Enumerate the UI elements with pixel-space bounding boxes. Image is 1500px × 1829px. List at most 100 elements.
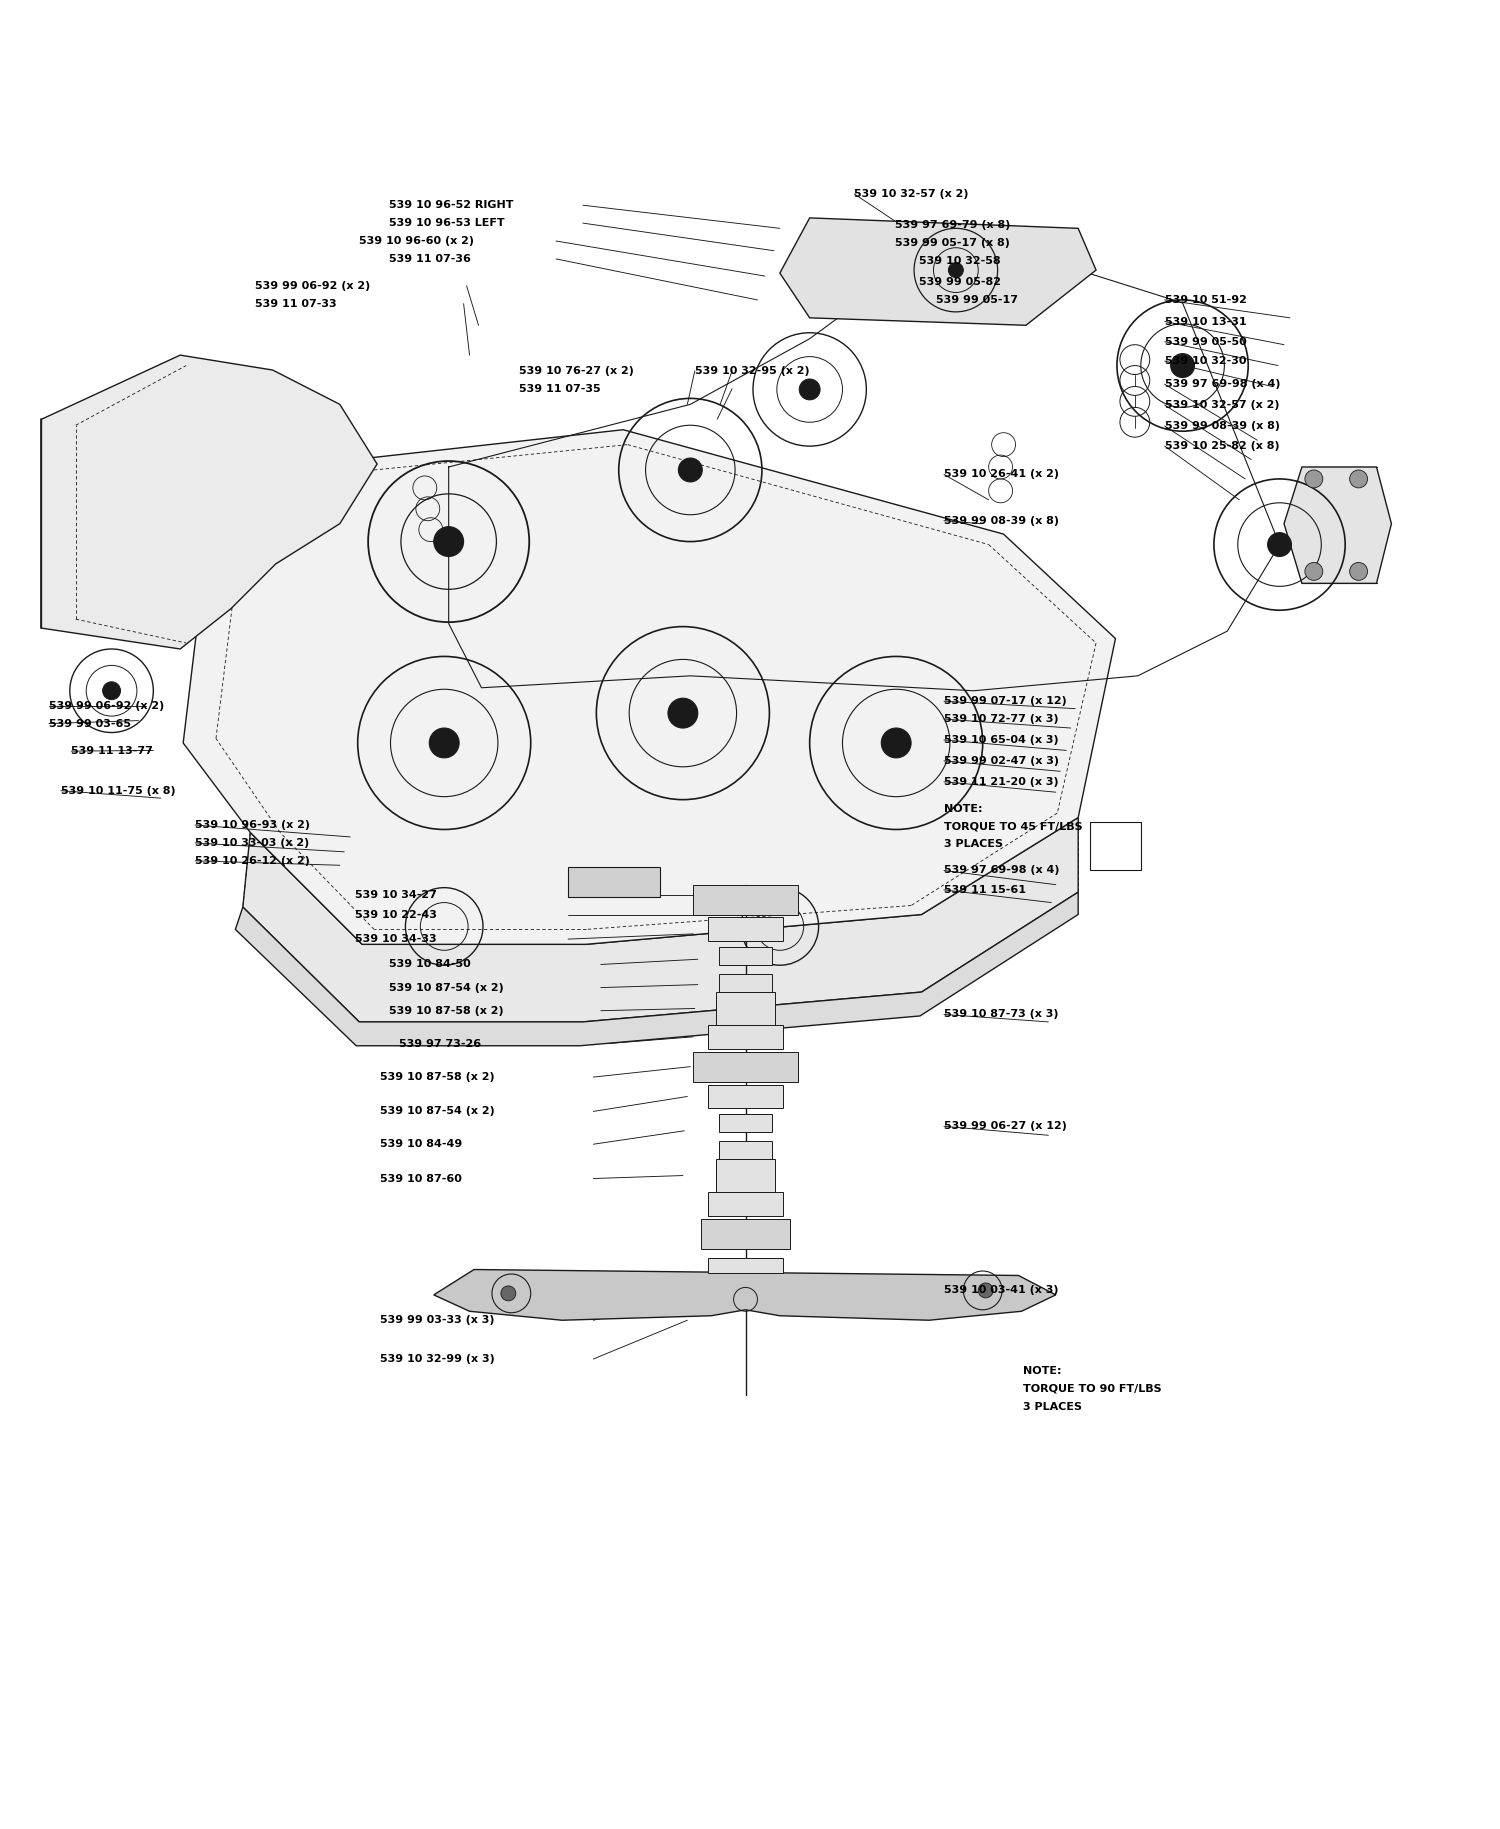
- Text: 539 10 87-54 (x 2): 539 10 87-54 (x 2): [380, 1107, 495, 1116]
- Text: 539 99 03-65: 539 99 03-65: [50, 719, 130, 728]
- Polygon shape: [718, 947, 772, 966]
- Text: 539 10 34-33: 539 10 34-33: [354, 935, 436, 944]
- Circle shape: [102, 682, 120, 701]
- Polygon shape: [42, 355, 376, 649]
- Text: 539 97 73-26: 539 97 73-26: [399, 1039, 482, 1048]
- Polygon shape: [693, 885, 798, 914]
- Circle shape: [882, 728, 910, 757]
- Text: 539 11 07-35: 539 11 07-35: [519, 384, 600, 393]
- Text: 539 99 03-33 (x 3): 539 99 03-33 (x 3): [380, 1315, 495, 1326]
- Text: 539 10 32-95 (x 2): 539 10 32-95 (x 2): [694, 366, 810, 375]
- Circle shape: [433, 527, 464, 556]
- Text: 3 PLACES: 3 PLACES: [944, 840, 1004, 849]
- Polygon shape: [1284, 466, 1392, 583]
- Text: 539 10 87-73 (x 3): 539 10 87-73 (x 3): [944, 1010, 1059, 1019]
- Polygon shape: [236, 893, 1078, 1046]
- Text: 539 10 32-58: 539 10 32-58: [918, 256, 1001, 267]
- Text: TORQUE TO 45 FT/LBS: TORQUE TO 45 FT/LBS: [944, 821, 1083, 832]
- Text: 3 PLACES: 3 PLACES: [1023, 1401, 1082, 1412]
- Polygon shape: [243, 818, 1078, 1022]
- Text: 539 10 26-12 (x 2): 539 10 26-12 (x 2): [195, 856, 310, 865]
- Circle shape: [1305, 563, 1323, 580]
- Text: 539 10 33-03 (x 2): 539 10 33-03 (x 2): [195, 838, 309, 849]
- Text: 539 11 13-77: 539 11 13-77: [72, 746, 153, 755]
- Circle shape: [1305, 470, 1323, 488]
- Text: 539 10 87-60: 539 10 87-60: [380, 1174, 462, 1183]
- Circle shape: [1350, 563, 1368, 580]
- Text: 539 10 87-58 (x 2): 539 10 87-58 (x 2): [380, 1072, 495, 1083]
- Text: 539 10 87-58 (x 2): 539 10 87-58 (x 2): [388, 1006, 504, 1015]
- Text: TORQUE TO 90 FT/LBS: TORQUE TO 90 FT/LBS: [1023, 1385, 1161, 1394]
- Circle shape: [1170, 353, 1194, 377]
- Text: 539 10 32-57 (x 2): 539 10 32-57 (x 2): [1164, 401, 1280, 410]
- Polygon shape: [708, 1193, 783, 1216]
- Text: 539 99 06-27 (x 12): 539 99 06-27 (x 12): [944, 1121, 1066, 1132]
- Text: 539 99 08-39 (x 8): 539 99 08-39 (x 8): [944, 516, 1059, 525]
- Text: 539 10 84-49: 539 10 84-49: [380, 1139, 462, 1149]
- Polygon shape: [780, 218, 1096, 326]
- Text: 539 10 32-99 (x 3): 539 10 32-99 (x 3): [380, 1353, 495, 1364]
- Text: 539 10 22-43: 539 10 22-43: [354, 909, 436, 920]
- Polygon shape: [708, 918, 783, 942]
- Polygon shape: [183, 430, 1116, 944]
- Text: 539 99 05-82: 539 99 05-82: [918, 276, 1001, 287]
- Text: 539 11 21-20 (x 3): 539 11 21-20 (x 3): [944, 777, 1059, 786]
- Text: 539 99 07-17 (x 12): 539 99 07-17 (x 12): [944, 697, 1066, 706]
- Text: 539 99 02-47 (x 3): 539 99 02-47 (x 3): [944, 755, 1059, 766]
- Text: 539 99 05-17: 539 99 05-17: [936, 294, 1019, 305]
- Text: 539 10 13-31: 539 10 13-31: [1164, 316, 1246, 327]
- Text: 539 99 08-39 (x 8): 539 99 08-39 (x 8): [1164, 421, 1280, 432]
- Text: 539 10 25-82 (x 8): 539 10 25-82 (x 8): [1164, 441, 1280, 452]
- Text: 539 10 84-50: 539 10 84-50: [388, 960, 471, 969]
- Text: 539 10 72-77 (x 3): 539 10 72-77 (x 3): [944, 713, 1059, 724]
- Polygon shape: [716, 991, 776, 1028]
- Polygon shape: [718, 1141, 772, 1160]
- Text: 539 99 05-50: 539 99 05-50: [1164, 337, 1246, 348]
- Circle shape: [501, 1286, 516, 1300]
- Text: 539 10 26-41 (x 2): 539 10 26-41 (x 2): [944, 470, 1059, 479]
- Text: 539 10 51-92: 539 10 51-92: [1164, 294, 1246, 305]
- Text: ArtPartsStream: ArtPartsStream: [552, 834, 710, 852]
- Circle shape: [668, 699, 698, 728]
- Text: 539 10 96-93 (x 2): 539 10 96-93 (x 2): [195, 819, 310, 830]
- Text: 539 10 65-04 (x 3): 539 10 65-04 (x 3): [944, 735, 1059, 744]
- Text: 539 99 06-92 (x 2): 539 99 06-92 (x 2): [255, 282, 370, 291]
- Text: 539 10 32-30: 539 10 32-30: [1164, 357, 1246, 366]
- Polygon shape: [693, 1052, 798, 1081]
- Circle shape: [1350, 470, 1368, 488]
- Polygon shape: [718, 1114, 772, 1132]
- Polygon shape: [718, 975, 772, 991]
- Text: 539 10 96-52 RIGHT: 539 10 96-52 RIGHT: [388, 199, 513, 210]
- Polygon shape: [433, 1269, 1056, 1321]
- Text: 539 10 96-53 LEFT: 539 10 96-53 LEFT: [388, 218, 504, 229]
- Text: 539 10 32-57 (x 2): 539 10 32-57 (x 2): [855, 188, 969, 199]
- Text: 539 97 69-98 (x 4): 539 97 69-98 (x 4): [1164, 379, 1280, 390]
- Text: 539 11 07-33: 539 11 07-33: [255, 298, 336, 309]
- Text: 539 97 69-98 (x 4): 539 97 69-98 (x 4): [944, 865, 1059, 876]
- Text: 539 10 34-27: 539 10 34-27: [354, 891, 436, 900]
- Polygon shape: [700, 1218, 790, 1249]
- Polygon shape: [708, 1085, 783, 1108]
- Text: 539 11 07-36: 539 11 07-36: [388, 254, 471, 263]
- Polygon shape: [708, 1258, 783, 1273]
- Text: 539 10 87-54 (x 2): 539 10 87-54 (x 2): [388, 982, 504, 993]
- Text: 539 10 76-27 (x 2): 539 10 76-27 (x 2): [519, 366, 633, 375]
- Circle shape: [800, 379, 820, 401]
- Circle shape: [978, 1282, 993, 1299]
- Text: NOTE:: NOTE:: [1023, 1366, 1062, 1375]
- Circle shape: [1268, 532, 1292, 556]
- Circle shape: [678, 457, 702, 481]
- Text: NOTE:: NOTE:: [944, 803, 982, 814]
- Polygon shape: [568, 867, 660, 896]
- Circle shape: [948, 263, 963, 278]
- Text: 539 10 03-41 (x 3): 539 10 03-41 (x 3): [944, 1286, 1059, 1295]
- Circle shape: [429, 728, 459, 757]
- Text: 539 11 15-61: 539 11 15-61: [944, 885, 1026, 894]
- Text: 539 10 96-60 (x 2): 539 10 96-60 (x 2): [358, 236, 474, 247]
- Polygon shape: [708, 1024, 783, 1048]
- Text: 539 10 11-75 (x 8): 539 10 11-75 (x 8): [62, 786, 176, 796]
- Text: 539 99 05-17 (x 8): 539 99 05-17 (x 8): [894, 238, 1010, 249]
- Text: 539 99 06-92 (x 2): 539 99 06-92 (x 2): [50, 701, 164, 711]
- Polygon shape: [716, 1160, 776, 1194]
- Text: 539 97 69-79 (x 8): 539 97 69-79 (x 8): [894, 219, 1010, 230]
